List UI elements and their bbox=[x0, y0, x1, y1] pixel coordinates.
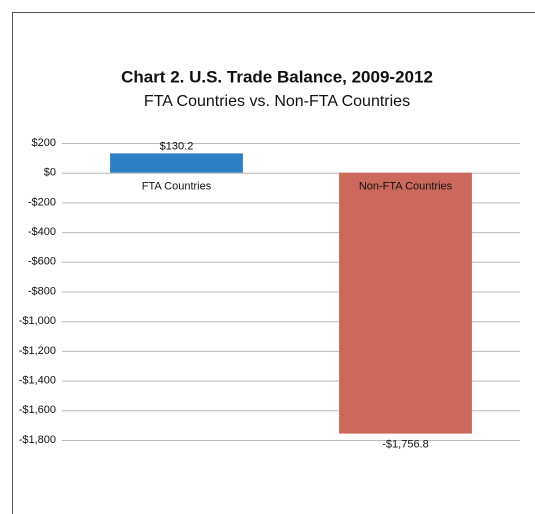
y-tick-label: -$200 bbox=[28, 196, 56, 208]
y-tick-label: -$800 bbox=[28, 285, 56, 297]
y-tick-label: -$1,800 bbox=[19, 434, 56, 446]
y-tick-label: $0 bbox=[44, 167, 56, 179]
chart-title: Chart 2. U.S. Trade Balance, 2009-2012 bbox=[121, 67, 433, 86]
value-label: $130.2 bbox=[160, 140, 194, 152]
y-tick-label: $200 bbox=[32, 137, 56, 149]
y-tick-label: -$1,400 bbox=[19, 375, 56, 387]
y-tick-label: -$1,600 bbox=[19, 404, 56, 416]
y-tick-label: -$400 bbox=[28, 226, 56, 238]
bar bbox=[110, 153, 243, 173]
category-label: FTA Countries bbox=[142, 181, 212, 193]
chart-subtitle: FTA Countries vs. Non-FTA Countries bbox=[144, 93, 410, 110]
y-tick-label: -$1,200 bbox=[19, 345, 56, 357]
y-tick-label: -$600 bbox=[28, 256, 56, 268]
bar bbox=[339, 172, 472, 434]
value-label: -$1,756.8 bbox=[382, 438, 428, 450]
category-label: Non-FTA Countries bbox=[359, 181, 453, 193]
y-tick-label: -$1,000 bbox=[19, 315, 56, 327]
